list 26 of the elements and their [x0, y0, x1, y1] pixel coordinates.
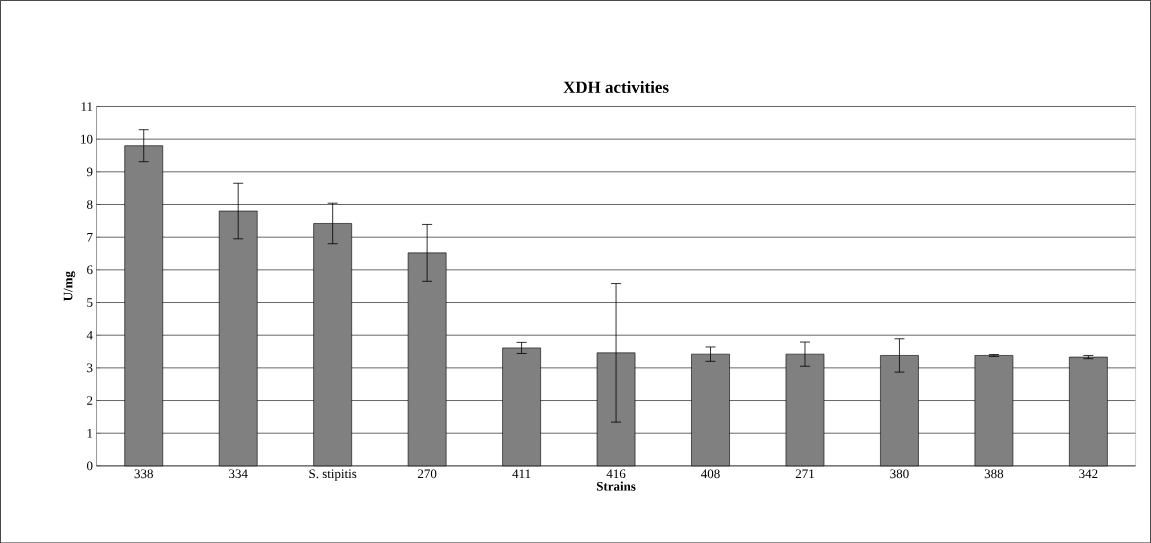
x-tick-label: S. stipitis — [309, 469, 357, 481]
y-tick-label: 6 — [87, 265, 93, 275]
x-tick-label: 380 — [890, 469, 909, 478]
y-axis-title: U/mg — [63, 271, 76, 301]
y-tick-label: 11 — [81, 102, 93, 111]
x-tick-label: 411 — [512, 469, 531, 478]
x-tick-label: 388 — [984, 469, 1004, 478]
y-tick-label: 3 — [87, 363, 93, 373]
x-tick-label: 271 — [795, 469, 814, 478]
x-axis-title: Strains — [596, 481, 636, 491]
y-tick-label: 10 — [81, 134, 93, 144]
y-tick-label: 7 — [87, 232, 93, 242]
y-tick-label: 5 — [87, 298, 93, 307]
chart-title: XDH activities — [563, 80, 669, 93]
y-tick-label: 4 — [86, 330, 93, 340]
y-tick-label: 9 — [86, 167, 93, 177]
x-tick-label: 338 — [134, 469, 153, 478]
x-tick-label: 416 — [606, 469, 626, 478]
x-tick-label: 342 — [1079, 469, 1098, 478]
y-tick-label: 8 — [87, 199, 93, 209]
y-tick-label: 2 — [87, 396, 93, 405]
y-tick-label: 0 — [87, 461, 93, 471]
x-tick-label: 408 — [701, 469, 720, 478]
x-tick-label: 334 — [229, 469, 248, 478]
x-tick-label: 270 — [417, 469, 437, 478]
y-tick-label: 1 — [87, 428, 93, 438]
